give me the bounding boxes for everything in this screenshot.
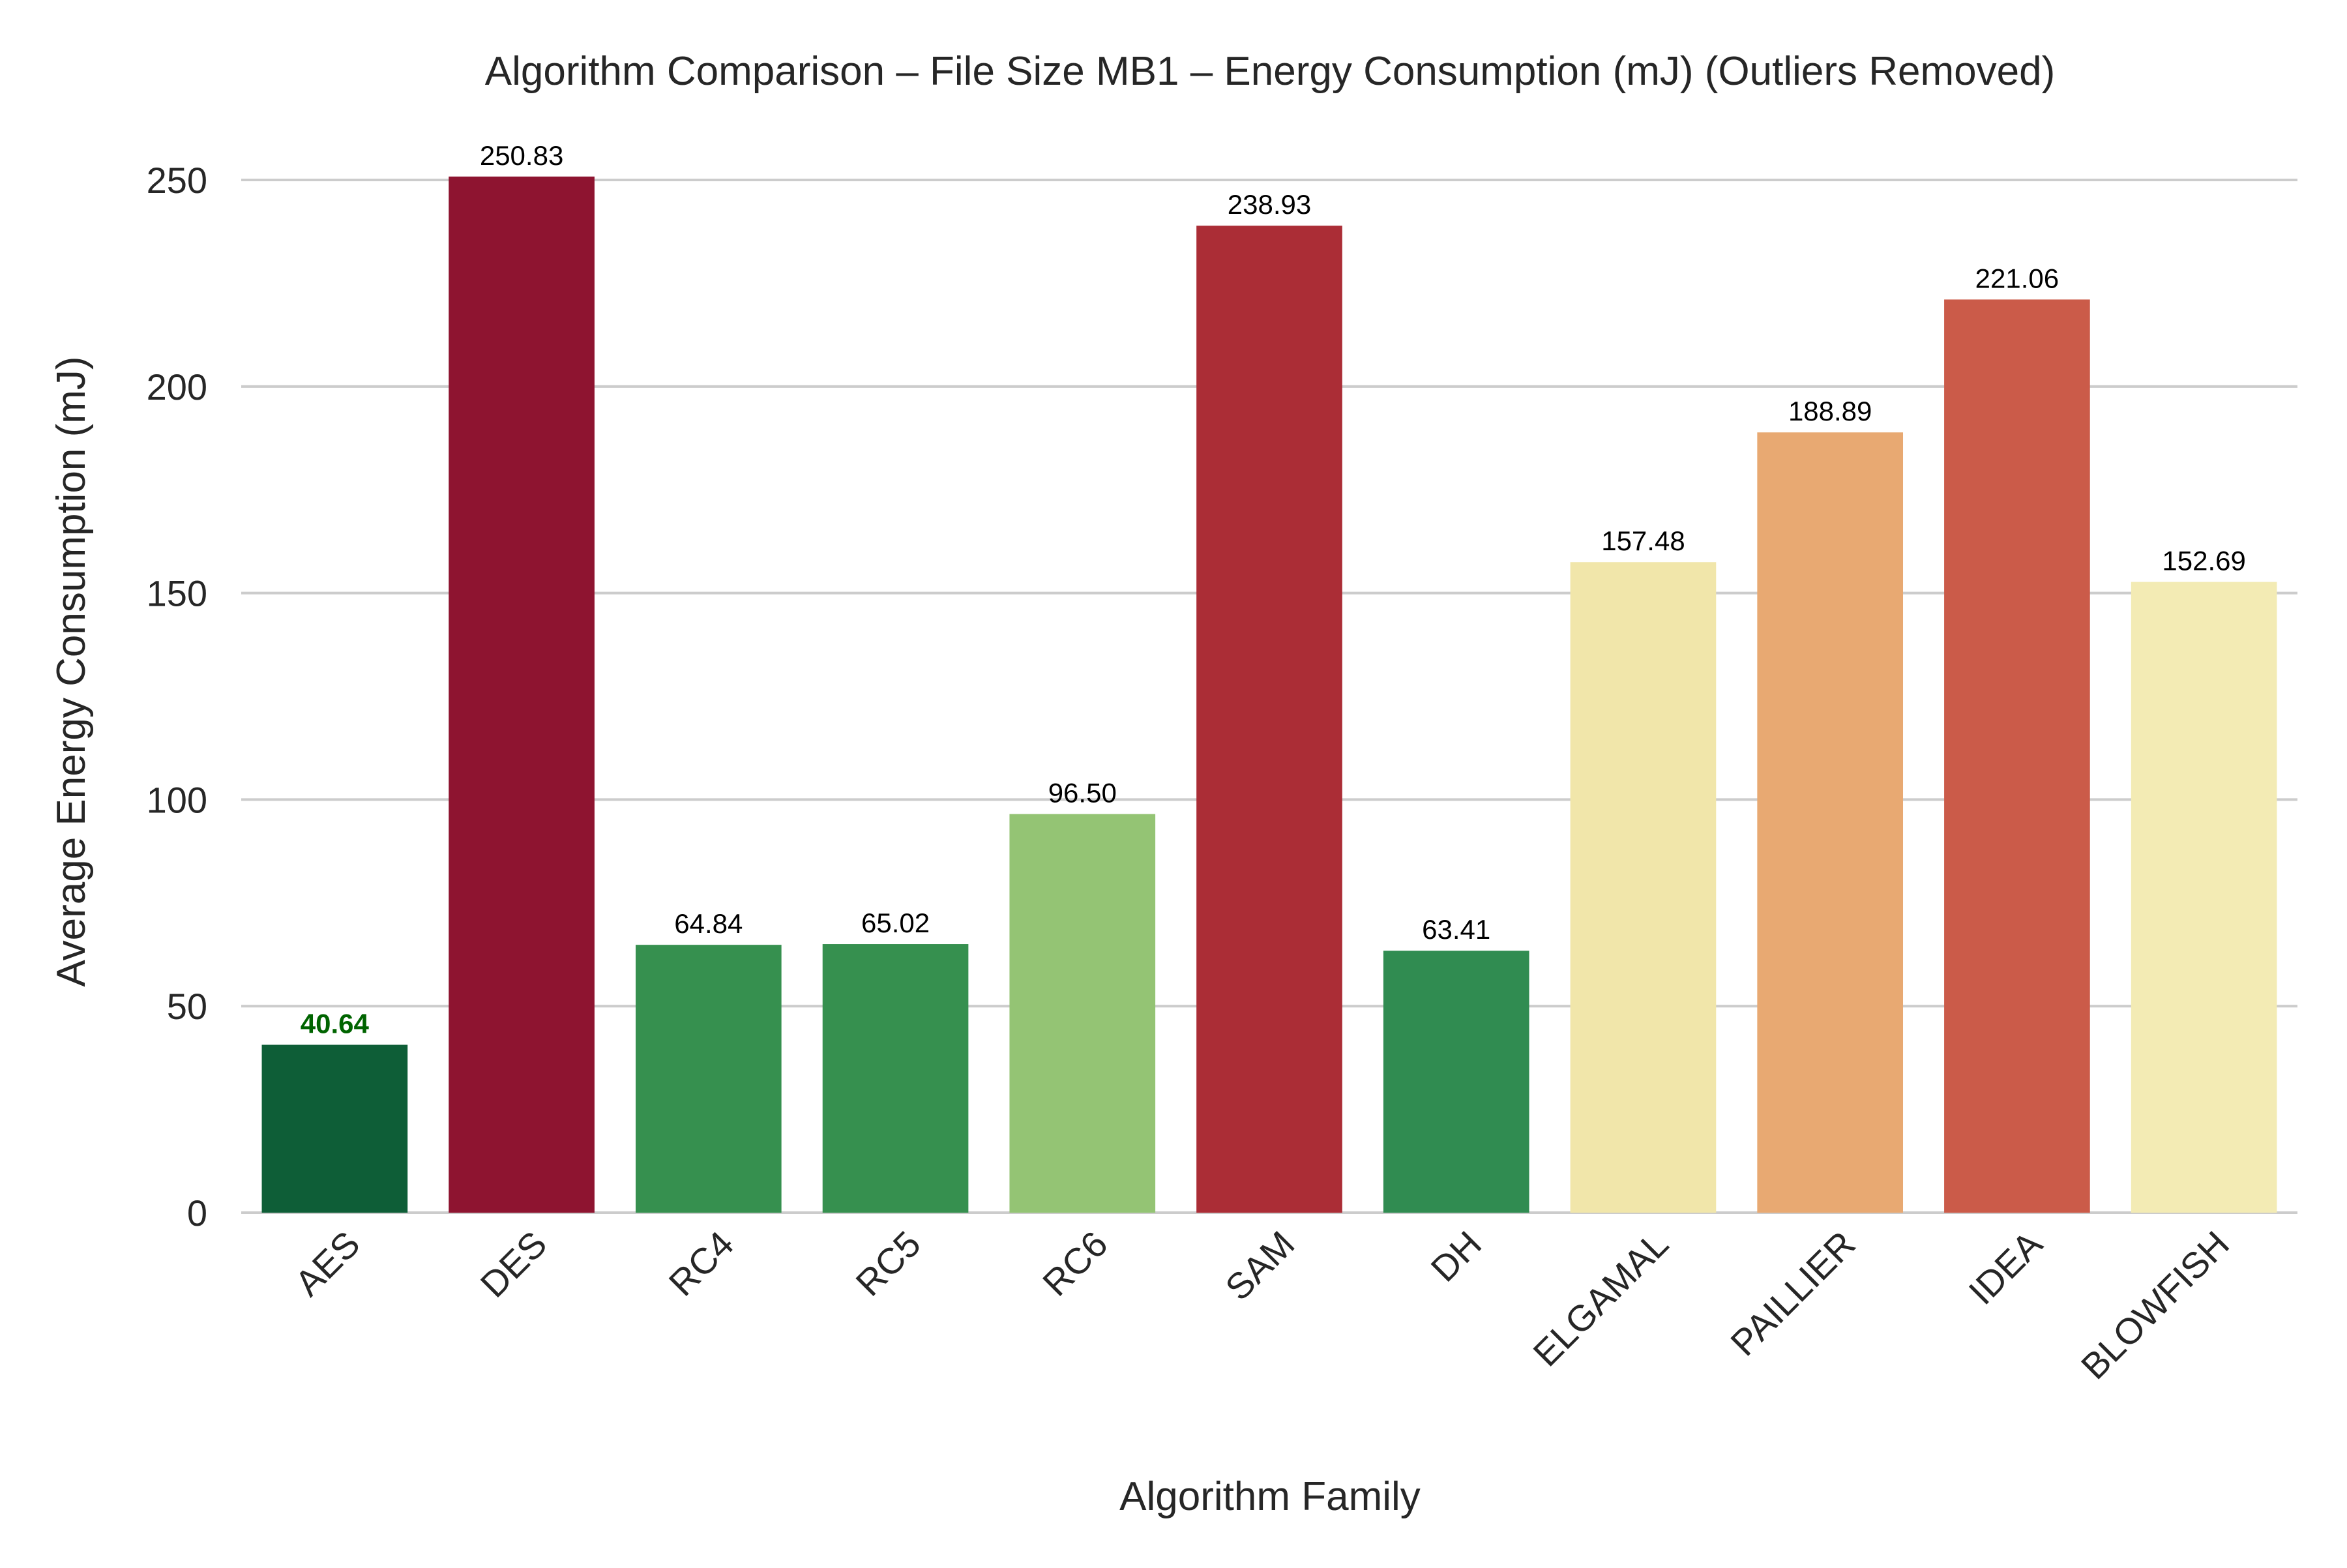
bar-rc5 bbox=[822, 944, 969, 1213]
x-tick-label-blowfish: BLOWFISH bbox=[2073, 1223, 2237, 1387]
data-label-blowfish: 152.69 bbox=[2162, 546, 2245, 576]
y-tick-label-250: 250 bbox=[147, 160, 207, 201]
data-label-aes: 40.64 bbox=[301, 1009, 370, 1039]
data-label-sam: 238.93 bbox=[1228, 189, 1311, 220]
data-label-paillier: 188.89 bbox=[1788, 396, 1872, 426]
data-label-rc4: 64.84 bbox=[674, 908, 743, 939]
data-label-des: 250.83 bbox=[480, 140, 563, 171]
labels-layer: 40.64 250.83 64.84 65.02 96.50 238.93 63.41 157… bbox=[301, 140, 2246, 1039]
bar-blowfish bbox=[2131, 582, 2277, 1213]
y-tick-label-50: 50 bbox=[167, 986, 207, 1027]
bar-sam bbox=[1196, 226, 1342, 1213]
bars-layer bbox=[261, 176, 2277, 1213]
x-ticks-layer: AES DES RC4 RC5 RC6 SAM DH ELGAMAL PAILLIER IDEA B… bbox=[287, 1222, 2237, 1387]
bar-elgamal bbox=[1570, 562, 1717, 1213]
y-ticks-layer: 0 50 100 150 200 250 bbox=[147, 160, 207, 1234]
x-tick-label-rc6: RC6 bbox=[1035, 1223, 1115, 1304]
y-tick-label-100: 100 bbox=[147, 779, 207, 820]
bar-aes bbox=[261, 1044, 408, 1213]
x-tick-label-aes: AES bbox=[287, 1223, 368, 1304]
data-label-dh: 63.41 bbox=[1422, 914, 1490, 945]
x-tick-label-idea: IDEA bbox=[1960, 1222, 2050, 1312]
data-label-rc6: 96.50 bbox=[1048, 778, 1117, 808]
bar-dh bbox=[1383, 951, 1529, 1213]
x-tick-label-elgamal: ELGAMAL bbox=[1525, 1223, 1676, 1374]
data-label-rc5: 65.02 bbox=[861, 908, 930, 938]
bar-rc6 bbox=[1009, 814, 1156, 1213]
bar-rc4 bbox=[635, 945, 782, 1213]
x-axis-label: Algorithm Family bbox=[1119, 1474, 1421, 1519]
chart-title: Algorithm Comparison – File Size MB1 – E… bbox=[485, 49, 2056, 94]
data-label-elgamal: 157.48 bbox=[1601, 525, 1685, 556]
x-tick-label-rc5: RC5 bbox=[848, 1223, 928, 1304]
bar-paillier bbox=[1757, 432, 1904, 1213]
bar-des bbox=[449, 176, 595, 1213]
bar-idea bbox=[1944, 299, 2090, 1213]
x-tick-label-dh: DH bbox=[1423, 1223, 1489, 1290]
y-tick-label-0: 0 bbox=[187, 1192, 207, 1234]
x-tick-label-rc4: RC4 bbox=[661, 1223, 742, 1304]
y-axis-label: Average Energy Consumption (mJ) bbox=[49, 356, 94, 986]
x-tick-label-paillier: PAILLIER bbox=[1722, 1223, 1863, 1363]
x-tick-label-sam: SAM bbox=[1217, 1223, 1302, 1308]
y-tick-label-200: 200 bbox=[147, 366, 207, 407]
data-label-idea: 221.06 bbox=[1975, 263, 2059, 293]
x-tick-label-des: DES bbox=[473, 1223, 555, 1305]
y-tick-label-150: 150 bbox=[147, 573, 207, 614]
